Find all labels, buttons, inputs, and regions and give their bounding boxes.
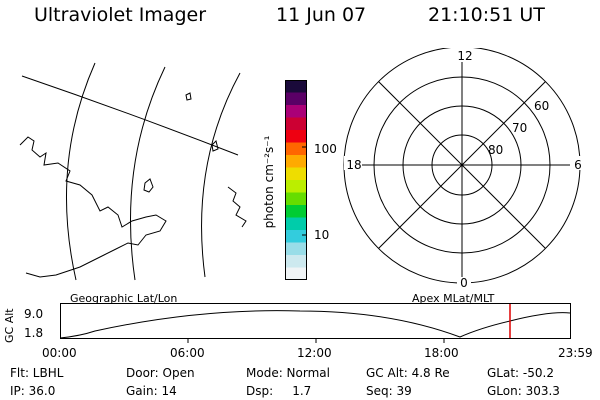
colorbar-swatch [285, 180, 307, 193]
header-date: 11 Jun 07 [276, 4, 367, 26]
map-border-line [21, 75, 239, 156]
colorbar-tick-100: 100 [314, 142, 337, 156]
colorbar-swatch [285, 217, 307, 231]
orbit-right-title: Apex MLat/MLT [412, 292, 495, 305]
orbit-xtick-0000: 00:00 [42, 346, 77, 360]
info-glat: GLat: -50.2 [487, 366, 554, 380]
colorbar-swatch [285, 142, 307, 156]
coastline [19, 136, 167, 278]
lat-label-70: 70 [512, 121, 527, 135]
colorbar-swatch [285, 80, 307, 93]
info-gc-alt: GC Alt: 4.8 Re [366, 366, 450, 380]
colorbar-tick-10: 10 [314, 228, 330, 242]
orbit-xtick-1800: 18:00 [424, 346, 459, 360]
colorbar-swatch [285, 167, 307, 181]
orbit-xtick-2359: 23:59 [558, 346, 593, 360]
orbit-xtick-0600: 06:00 [170, 346, 205, 360]
mlt-label-0: 0 [460, 276, 468, 288]
orbit-altitude-curve [60, 310, 571, 339]
info-gain: Gain: 14 [126, 384, 177, 398]
island-3 [227, 186, 247, 228]
meridian-line-2 [129, 66, 166, 281]
header-time: 21:10:51 UT [428, 4, 545, 26]
colorbar [285, 80, 307, 280]
orbit-xtick-1200: 12:00 [297, 346, 332, 360]
polar-grid: 12 0 18 6 60 70 80 [343, 48, 582, 288]
info-door: Door: Open [126, 366, 195, 380]
mlt-label-12: 12 [457, 49, 472, 63]
colorbar-swatch [285, 117, 307, 131]
info-dsp: Dsp: 1.7 [246, 384, 312, 398]
mlt-label-6: 6 [574, 158, 582, 172]
colorbar-swatch [285, 192, 307, 206]
colorbar-swatch [285, 230, 307, 243]
lat-label-60: 60 [534, 99, 549, 113]
diagonal-2 [378, 81, 546, 249]
colorbar-unit-label: photon cm⁻²s⁻¹ [262, 135, 276, 229]
colorbar-frame [285, 80, 307, 280]
colorbar-swatch [285, 205, 307, 218]
info-mode: Mode: Normal [246, 366, 330, 380]
info-filter: Flt: LBHL [10, 366, 64, 380]
geographic-map [19, 62, 247, 281]
lat-label-80: 80 [488, 143, 503, 157]
meridian-line-3 [201, 72, 241, 278]
colorbar-swatch [285, 92, 307, 106]
colorbar-swatch [285, 155, 307, 168]
orbit-plot-frame [60, 303, 571, 339]
info-glon: GLon: 303.3 [487, 384, 560, 398]
colorbar-swatch [285, 242, 307, 256]
colorbar-swatch [285, 130, 307, 143]
info-ip: IP: 36.0 [10, 384, 56, 398]
island-4 [211, 140, 219, 152]
info-seq: Seq: 39 [366, 384, 412, 398]
orbit-altitude-plot [60, 303, 571, 343]
orbit-ytick-low: 1.8 [24, 326, 44, 340]
meridian-line-1 [65, 62, 96, 281]
colorbar-swatch [285, 105, 307, 118]
orbit-ylabel: GC Alt [3, 308, 16, 343]
instrument-title: Ultraviolet Imager [34, 4, 207, 26]
colorbar-swatch [285, 267, 307, 280]
orbit-left-title: Geographic Lat/Lon [70, 292, 178, 305]
colorbar-swatch [285, 255, 307, 268]
island-1 [185, 92, 192, 101]
orbit-ytick-high: 9.0 [24, 307, 44, 321]
island-2 [143, 178, 154, 193]
mlt-label-18: 18 [346, 158, 361, 172]
